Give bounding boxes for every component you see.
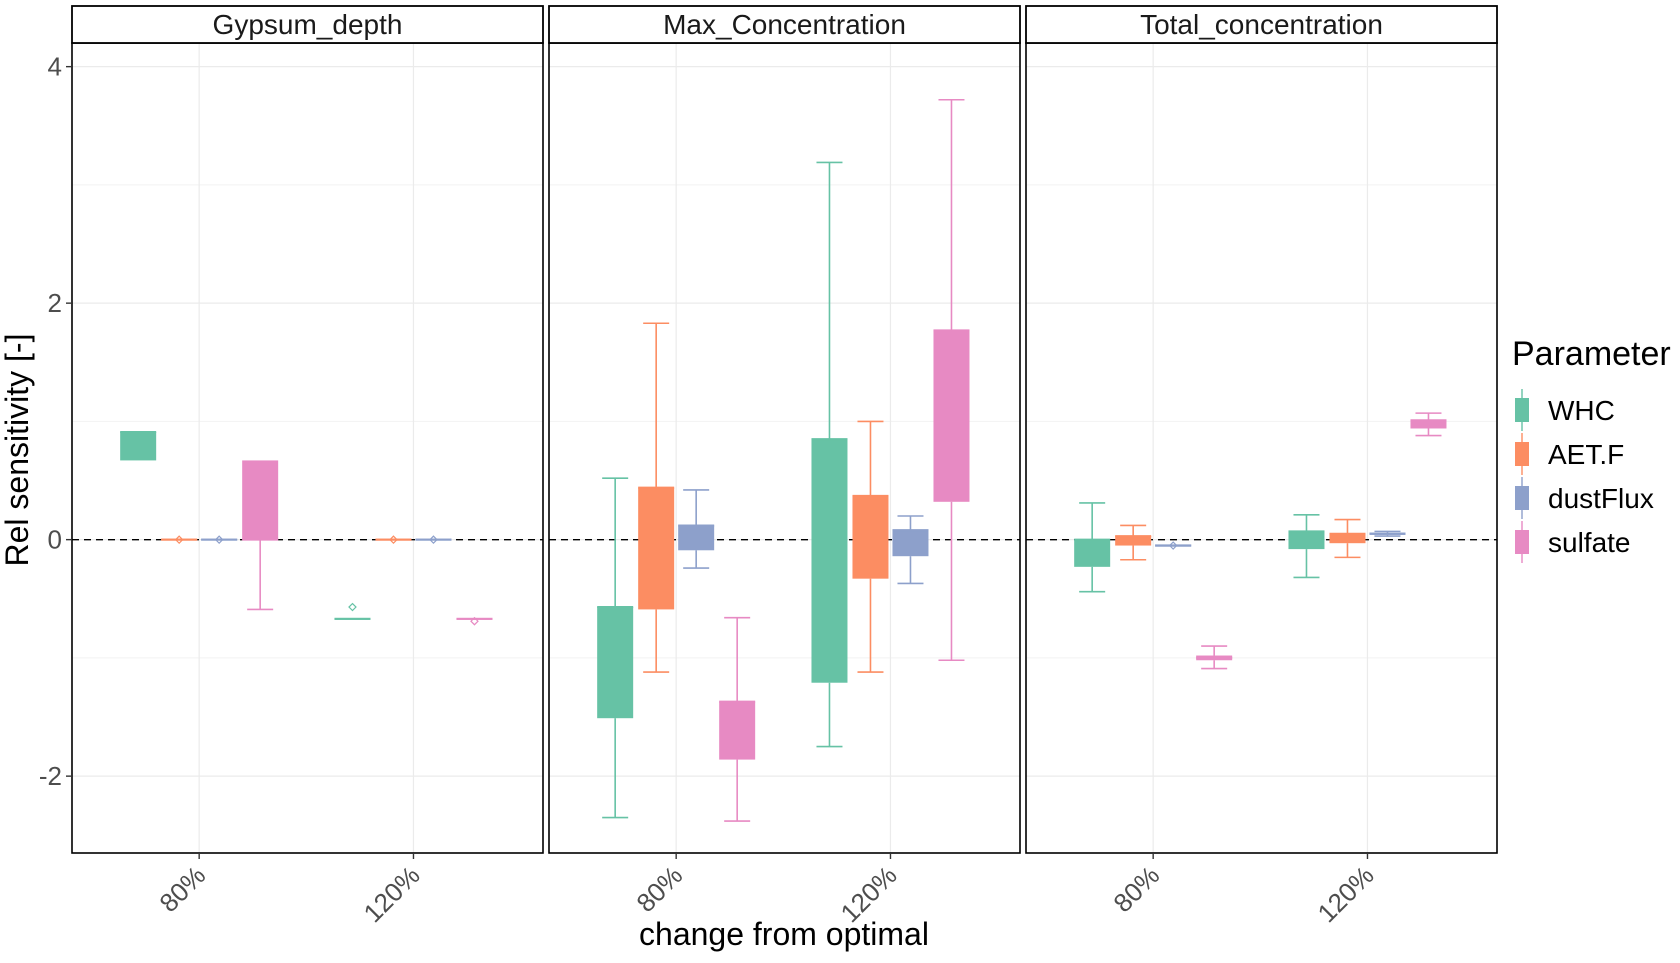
box-body <box>120 432 157 461</box>
box-whc-120pct <box>334 602 371 620</box>
box-dustflux-120pct <box>1369 530 1406 537</box>
outlier-point <box>1168 541 1178 550</box>
legend-label: AET.F <box>1548 439 1624 470</box>
legend-item-dustflux: dustFlux <box>1515 477 1654 519</box>
box-aet-f-80pct <box>1115 524 1152 561</box>
box-aet-f-120pct <box>852 420 889 673</box>
box-aet-f-80pct <box>638 322 675 673</box>
box-whc-120pct <box>1288 514 1325 579</box>
strip-label: Gypsum_depth <box>213 9 403 40</box>
legend-label: sulfate <box>1548 527 1631 558</box>
box-body <box>597 607 634 719</box>
strip-label: Max_Concentration <box>663 9 906 40</box>
box-body <box>1329 533 1366 544</box>
outlier-point <box>174 535 184 544</box>
strip-box <box>71 5 544 44</box>
legend-item-aet-f: AET.F <box>1515 433 1624 475</box>
legend-key-box <box>1515 530 1529 554</box>
box-body <box>242 460 279 540</box>
outlier-point <box>470 616 479 626</box>
y-axis: -2 0 2 4 <box>39 52 72 791</box>
strip-box <box>1025 5 1498 44</box>
outlier-point <box>214 535 224 544</box>
box-sulfate-80pct <box>1196 645 1233 670</box>
legend-item-sulfate: sulfate <box>1515 521 1631 563</box>
y-tick-label: 2 <box>48 288 62 318</box>
box-body <box>678 525 715 551</box>
legend-key-box <box>1515 442 1529 466</box>
box-body <box>638 487 675 610</box>
strip-label: Total_concentration <box>1140 9 1383 40</box>
box-dustflux-80pct <box>201 535 238 544</box>
box-body <box>1074 539 1111 567</box>
box-body <box>933 330 970 502</box>
legend-key-box <box>1515 398 1529 422</box>
box-dustflux-80pct <box>678 489 715 569</box>
box-body <box>892 530 929 557</box>
legend-item-whc: WHC <box>1515 389 1615 431</box>
box-sulfate-120pct <box>456 616 493 626</box>
box-dustflux-80pct <box>1155 541 1192 550</box>
box-sulfate-120pct <box>1410 412 1447 437</box>
outlier-point <box>389 535 398 544</box>
box-dustflux-120pct <box>415 535 452 544</box>
box-body <box>852 495 889 579</box>
legend: Parameter WHC AET.F dustFlux sulfate <box>1512 335 1671 563</box>
legend-title: Parameter <box>1512 335 1671 373</box>
box-sulfate-80pct <box>719 616 756 822</box>
y-axis-title: Rel sensitivity [-] <box>0 334 35 567</box>
box-aet-f-80pct <box>161 535 198 544</box>
box-whc-80pct <box>1074 502 1111 593</box>
box-sulfate-120pct <box>933 98 970 662</box>
legend-label: WHC <box>1548 395 1615 426</box>
box-whc-120pct <box>811 161 848 748</box>
outlier-point <box>429 535 438 544</box>
box-body <box>1115 536 1152 546</box>
legend-key-box <box>1515 486 1529 510</box>
box-body <box>1288 531 1325 550</box>
strip-box <box>548 5 1021 44</box>
y-tick-label: -2 <box>39 761 62 791</box>
box-dustflux-120pct <box>892 515 929 585</box>
outlier-point <box>348 602 357 612</box>
box-body <box>811 439 848 683</box>
legend-label: dustFlux <box>1548 483 1654 514</box>
y-tick-label: 0 <box>48 525 62 555</box>
y-tick-label: 4 <box>48 52 62 82</box>
box-aet-f-120pct <box>375 535 412 544</box>
box-whc-80pct <box>597 477 634 819</box>
box-whc-80pct <box>120 431 157 461</box>
box-sulfate-80pct <box>242 460 279 611</box>
box-aet-f-120pct <box>1329 518 1366 559</box>
x-axis-title: change from optimal <box>639 916 929 952</box>
box-body <box>1410 420 1447 429</box>
box-body <box>719 701 756 760</box>
